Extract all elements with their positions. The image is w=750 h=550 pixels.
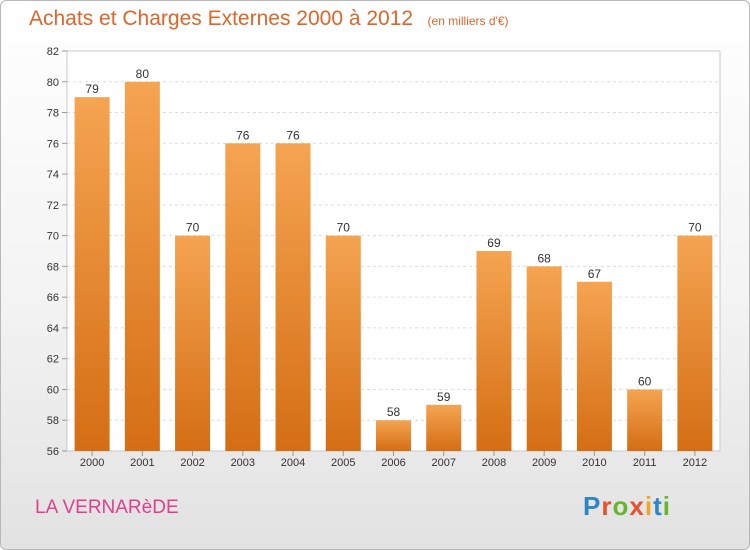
bar-2009	[526, 266, 562, 451]
logo-letter: i	[644, 491, 654, 521]
commune-name: LA VERNARèDE	[35, 497, 179, 518]
y-tick-label: 78	[47, 108, 59, 120]
x-tick-label: 2010	[582, 457, 606, 469]
y-tick-label: 70	[47, 231, 59, 243]
y-tick-label: 82	[47, 46, 59, 58]
bar-value-label: 60	[638, 374, 652, 388]
y-tick-label: 76	[47, 138, 59, 150]
y-tick-label: 80	[47, 77, 59, 89]
y-tick-label: 56	[47, 446, 59, 458]
y-tick-label: 72	[47, 200, 59, 212]
x-tick-label: 2005	[331, 457, 355, 469]
y-tick-label: 60	[47, 384, 59, 396]
bar-2006	[376, 420, 411, 451]
y-axis-ticks: 56 58 60 62 64 66 68 70 72 74 76 78 80 82	[47, 46, 67, 458]
bar-value-label: 76	[286, 128, 300, 142]
chart-subtitle: (en milliers d'€)	[427, 14, 509, 28]
bar-2012	[677, 235, 713, 451]
bar-2010	[576, 281, 612, 451]
bar-2003	[225, 143, 261, 452]
x-tick-label: 2001	[130, 457, 154, 469]
bar-value-label: 80	[136, 67, 150, 81]
bar-value-label: 69	[487, 236, 501, 250]
bar-value-label: 58	[387, 405, 401, 419]
bar-2000	[74, 97, 110, 452]
logo-letter: x	[629, 491, 645, 521]
bar-2011	[627, 389, 663, 451]
x-tick-label: 2002	[180, 457, 204, 469]
y-tick-label: 58	[47, 415, 59, 427]
bar-2001	[124, 81, 160, 452]
x-tick-label: 2000	[80, 457, 104, 469]
y-tick-label: 68	[47, 261, 59, 273]
plot-area	[66, 50, 721, 452]
chart-header: Achats et Charges Externes 2000 à 2012 (…	[29, 7, 509, 31]
bar-2005	[325, 235, 361, 451]
bar-value-label: 68	[538, 251, 552, 265]
x-tick-label: 2003	[231, 457, 255, 469]
bar-2002	[175, 235, 211, 451]
bars: 79 80 70 76 76 70 58 59 69 68 67 60 70	[74, 67, 713, 452]
y-tick-label: 64	[47, 323, 59, 335]
logo-letter: i	[662, 491, 671, 521]
chart-title: Achats et Charges Externes 2000 à 2012	[29, 7, 414, 30]
logo-letter: t	[653, 491, 663, 521]
y-tick-label: 74	[47, 169, 59, 181]
x-tick-label: 2008	[482, 457, 506, 469]
y-tick-label: 66	[47, 292, 59, 304]
bar-value-label: 76	[236, 128, 250, 142]
y-tick-label: 62	[47, 354, 59, 366]
bar-2007	[426, 404, 462, 451]
x-tick-label: 2006	[381, 457, 405, 469]
x-tick-label: 2012	[683, 457, 707, 469]
bar-value-label: 70	[337, 221, 351, 235]
bar-value-label: 79	[85, 82, 99, 96]
x-tick-label: 2007	[431, 457, 455, 469]
x-tick-label: 2004	[281, 457, 305, 469]
bar-value-label: 67	[588, 267, 602, 281]
bar-value-label: 59	[437, 390, 451, 404]
bar-value-label: 70	[688, 221, 702, 235]
x-tick-label: 2009	[532, 457, 556, 469]
logo-letter: P	[583, 491, 602, 521]
logo-letter: r	[601, 491, 613, 521]
x-axis-ticks: 2000 2001 2002 2003 2004 2005 2006 2007 2008 2009…	[80, 451, 707, 469]
logo-letter: o	[612, 491, 630, 521]
bar-value-label: 70	[186, 221, 200, 235]
bar-2004	[275, 143, 311, 452]
x-tick-label: 2011	[633, 457, 657, 469]
bar-2008	[476, 251, 512, 451]
proxiti-logo: Proxiti	[583, 491, 671, 522]
